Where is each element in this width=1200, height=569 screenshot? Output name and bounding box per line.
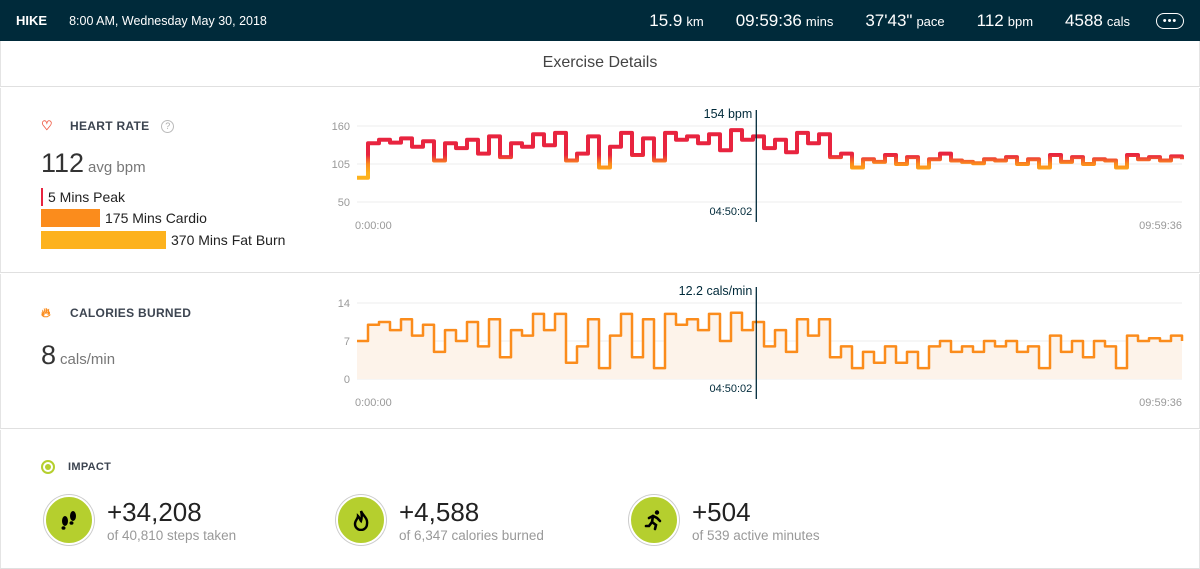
zone-fat-burn: 370 Mins Fat Burn [41,231,285,249]
target-icon [41,460,55,474]
y-tick-label: 7 [344,336,350,348]
heart-icon: ♡ [41,118,53,133]
stat-value: 15.9 [649,10,683,30]
help-icon[interactable]: ? [161,119,175,133]
zone-peak: 5 Mins Peak [41,188,125,206]
series-line [357,128,1184,180]
stat-value: 37'43" [865,10,913,30]
stat-duration: 09:59:36 mins [736,11,834,31]
avg-value: 112 [41,148,85,178]
flame-icon: 🔥︎ [41,305,51,320]
footsteps-icon [44,495,94,545]
calories-unit: cals/min [60,351,116,368]
running-icon [629,495,679,545]
stat-value: 4588 [1065,10,1103,30]
y-tick-label: 50 [338,197,350,209]
stat-unit: cals [1106,13,1130,29]
y-tick-label: 160 [332,121,350,133]
avg-heart-rate: 112 avg bpm [41,148,146,179]
cursor-time-label: 04:50:02 [709,206,752,218]
avg-unit: avg bpm [88,159,146,176]
heart-rate-header: ♡ HEART RATE ? [41,118,175,134]
impact-value: +4,588 [399,496,480,527]
stat-value: 09:59:36 [735,10,802,30]
cursor-value-label: 12.2 cals/min [679,284,753,298]
section-title: IMPACT [68,461,112,473]
calories-header: 🔥︎ CALORIES BURNED [41,305,191,321]
zone-label: 5 Mins Peak [48,189,126,205]
zone-label: 175 Mins Cardio [105,210,207,226]
calories-value: 8 [41,340,57,370]
zone-bar [41,188,43,206]
section-title: CALORIES BURNED [70,306,192,320]
calories-section: 🔥︎ CALORIES BURNED 8 cals/min [0,274,1200,429]
y-tick-label: 14 [338,298,350,310]
impact-steps: +34,208 of 40,810 steps taken [44,495,236,545]
stat-pace: 37'43" pace [865,11,944,31]
heart-rate-chart[interactable]: 160 105 50 154 bpm 04:50:02 0:00:00 09:59:36 [0,88,1200,273]
stat-unit: bpm [1007,13,1034,29]
stat-heart-rate: 112 bpm [977,11,1033,31]
calories-chart[interactable]: 14 7 0 12.2 cals/min 04:50:02 0:00:00 09:59:36 [0,274,1200,429]
impact-active-minutes: +504 of 539 active minutes [629,495,820,545]
exercise-type: HIKE [16,13,48,28]
stat-unit: km [686,13,704,29]
page-title: Exercise Details [0,41,1200,87]
impact-calories: +4,588 of 6,347 calories burned [336,495,544,545]
stat-unit: mins [805,13,834,29]
summary-stats: 15.9 km 09:59:36 mins 37'43" pace 112 bpm 45… [649,11,1130,31]
stat-distance: 15.9 km [649,11,703,31]
exercise-datetime: 8:00 AM, Wednesday May 30, 2018 [69,13,267,28]
zone-label: 370 Mins Fat Burn [171,232,286,248]
impact-desc: of 40,810 steps taken [107,527,237,543]
section-title: HEART RATE [70,119,150,133]
stat-calories: 4588 cals [1065,11,1130,31]
x-end-label: 09:59:36 [1139,397,1182,409]
exercise-header: HIKE 8:00 AM, Wednesday May 30, 2018 15.… [0,0,1200,41]
x-start-label: 0:00:00 [355,220,392,232]
x-start-label: 0:00:00 [355,397,392,409]
zone-cardio: 175 Mins Cardio [41,209,207,227]
y-tick-label: 0 [344,374,350,386]
impact-header: IMPACT [41,460,111,474]
cursor-value-label: 154 bpm [704,107,753,121]
impact-value: +34,208 [107,496,202,527]
impact-value: +504 [692,496,751,527]
area-fill [357,312,1182,379]
flame-icon [336,495,386,545]
zone-bar [41,231,166,249]
stat-unit: pace [916,13,945,29]
heart-rate-section: ♡ HEART RATE ? 112 avg bpm 5 Mins Peak 17… [0,88,1200,273]
cursor-time-label: 04:50:02 [709,383,752,395]
ellipsis-icon[interactable]: ••• [1156,12,1184,29]
impact-desc: of 6,347 calories burned [399,527,544,543]
series-line [357,311,1184,370]
impact-desc: of 539 active minutes [692,527,820,543]
x-end-label: 09:59:36 [1139,220,1182,232]
zone-bar [41,209,100,227]
calories-rate: 8 cals/min [41,340,115,371]
y-tick-label: 105 [332,159,350,171]
stat-value: 112 [976,10,1004,30]
